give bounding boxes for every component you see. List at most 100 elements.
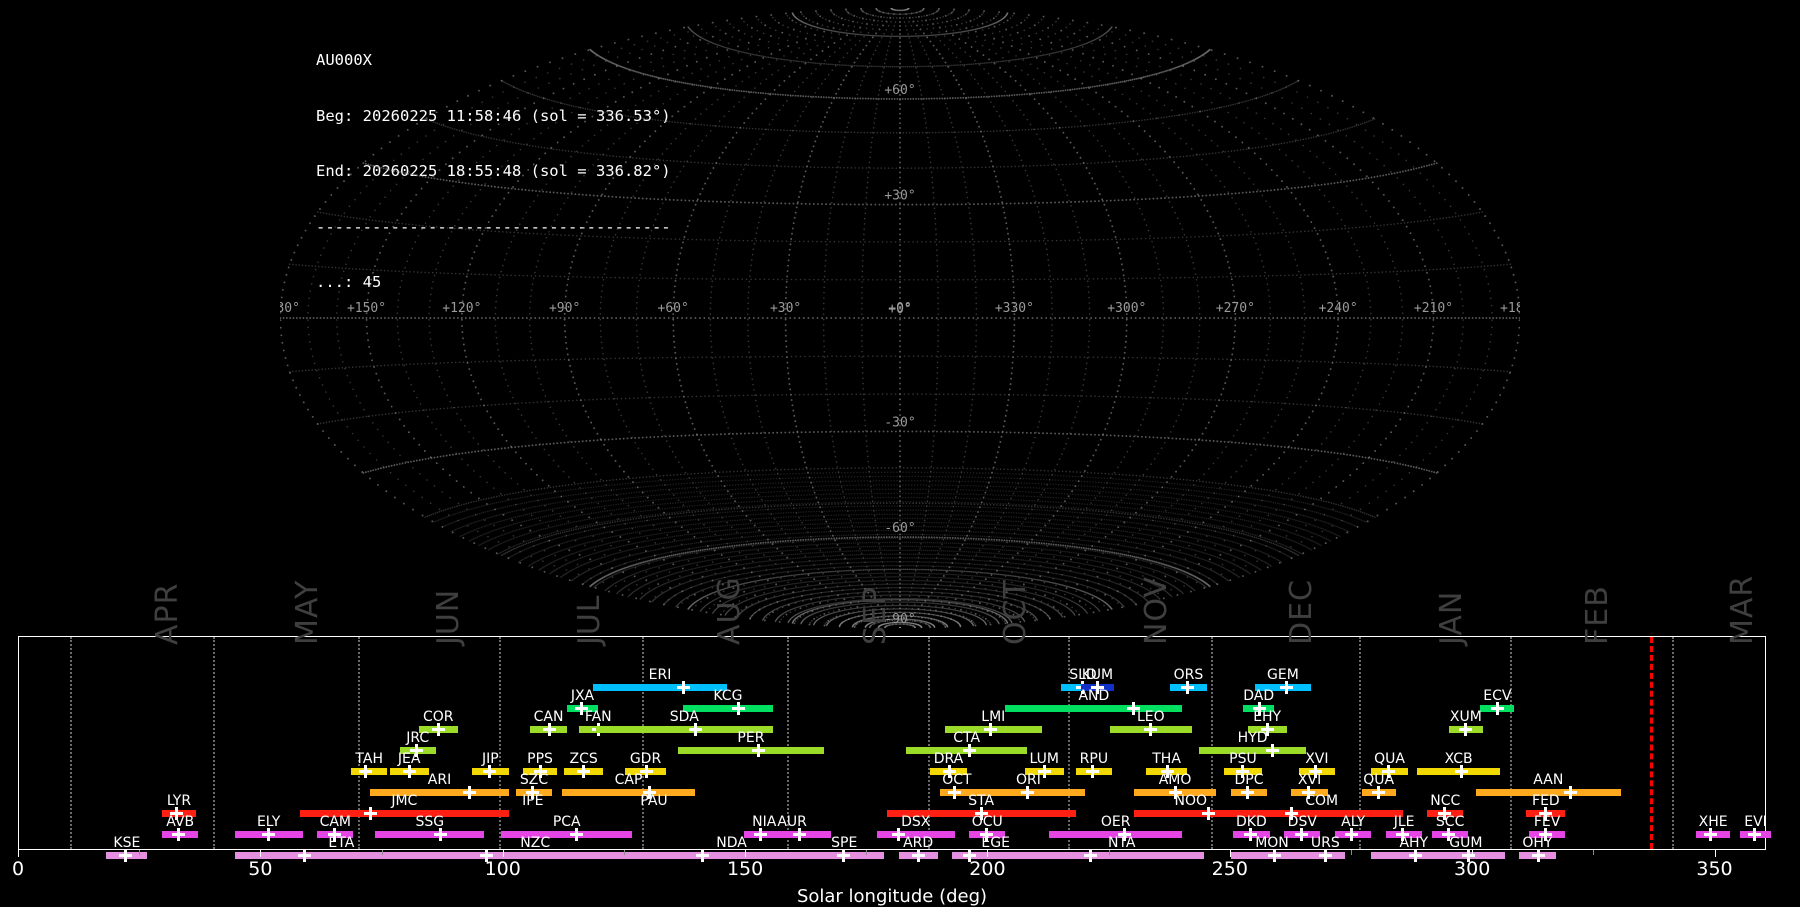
shower-code-label: PER bbox=[737, 730, 764, 746]
ra-tick-label: +150° bbox=[347, 301, 386, 316]
x-axis-tick-label: 150 bbox=[727, 858, 763, 880]
month-label: AUG bbox=[712, 576, 747, 645]
shower-code-label: XHE bbox=[1699, 814, 1728, 830]
shower-code-label: THA bbox=[1152, 751, 1181, 767]
shower-code-label: SCC bbox=[1436, 814, 1464, 830]
shower-code-label: GUM bbox=[1449, 835, 1482, 851]
shower-code-label: KUM bbox=[1082, 667, 1113, 683]
shower-code-label: XVI bbox=[1298, 772, 1321, 788]
shower-code-label: KSE bbox=[113, 835, 140, 851]
x-axis-tick-label: 50 bbox=[248, 858, 272, 880]
x-axis-tick bbox=[1472, 850, 1473, 857]
shower-code-label: LUM bbox=[1029, 751, 1058, 767]
shower-code-label: NTA bbox=[1108, 835, 1136, 851]
shower-code-label: SSG bbox=[415, 814, 444, 830]
x-axis-minor-tick bbox=[866, 850, 867, 855]
shower-code-label: ECV bbox=[1483, 688, 1511, 704]
shower-code-label: STA bbox=[968, 793, 994, 809]
shower-code-label: JIP bbox=[482, 751, 499, 767]
x-axis-tick bbox=[1230, 850, 1231, 857]
ra-tick-label: +240° bbox=[1319, 301, 1358, 316]
month-separator bbox=[358, 637, 360, 849]
x-axis-tick bbox=[745, 850, 746, 857]
sky-map-graticule: +180°+150°+120°+90°+60°+30°+0°+330°+300°… bbox=[280, 8, 1520, 628]
shower-code-label: ARI bbox=[428, 772, 451, 788]
shower-code-label: NOO bbox=[1175, 793, 1208, 809]
x-axis-tick-label: 300 bbox=[1454, 858, 1490, 880]
ra-tick-label: +300° bbox=[1107, 301, 1146, 316]
shower-code-label: JEA bbox=[398, 751, 421, 767]
shower-code-label: URS bbox=[1311, 835, 1340, 851]
shower-activity-bar[interactable] bbox=[1134, 810, 1248, 817]
shower-code-label: QUA bbox=[1374, 751, 1405, 767]
shower-code-label: AAN bbox=[1533, 772, 1563, 788]
month-separator bbox=[213, 637, 215, 849]
shower-code-label: LEO bbox=[1137, 709, 1165, 725]
shower-code-label: ETA bbox=[328, 835, 354, 851]
x-axis-tick bbox=[1715, 850, 1716, 857]
shower-code-label: PSU bbox=[1229, 751, 1257, 767]
ra-tick-label: +270° bbox=[1216, 301, 1255, 316]
month-label: OCT bbox=[998, 579, 1033, 645]
shower-code-label: XVI bbox=[1305, 751, 1328, 767]
shower-code-label: DKD bbox=[1236, 814, 1267, 830]
x-axis-tick bbox=[260, 850, 261, 857]
shower-code-label: EGE bbox=[981, 835, 1010, 851]
shower-code-label: AVB bbox=[166, 814, 194, 830]
shower-code-label: NZC bbox=[520, 835, 550, 851]
shower-code-label: ERI bbox=[649, 667, 672, 683]
shower-code-label: OCU bbox=[972, 814, 1003, 830]
shower-code-label: SDA bbox=[670, 709, 699, 725]
x-axis-minor-tick bbox=[382, 850, 383, 855]
shower-code-label: PPS bbox=[527, 751, 553, 767]
shower-code-label: ORI bbox=[1016, 772, 1041, 788]
shower-code-label: JXA bbox=[571, 688, 594, 704]
shower-code-label: NCC bbox=[1430, 793, 1460, 809]
shower-code-label: AUR bbox=[777, 814, 807, 830]
shower-code-label: SPE bbox=[831, 835, 857, 851]
shower-activity-bar[interactable] bbox=[593, 684, 726, 691]
shower-code-label: XCB bbox=[1445, 751, 1473, 767]
shower-code-label: ELY bbox=[257, 814, 280, 830]
month-label: NOV bbox=[1139, 576, 1174, 645]
shower-peak-marker bbox=[463, 786, 476, 799]
month-separator bbox=[1510, 637, 1512, 849]
shower-code-label: IPE bbox=[522, 793, 543, 809]
month-label: DEC bbox=[1284, 579, 1319, 645]
shower-code-label: COM bbox=[1305, 793, 1338, 809]
shower-activity-bar[interactable] bbox=[375, 831, 484, 838]
shower-code-label: XUM bbox=[1450, 709, 1482, 725]
x-axis-tick bbox=[503, 850, 504, 857]
x-axis-minor-tick bbox=[1593, 850, 1594, 855]
month-label: JUL bbox=[572, 594, 607, 645]
shower-code-label: CAN bbox=[534, 709, 564, 725]
x-axis-minor-tick bbox=[139, 850, 140, 855]
x-axis-title: Solar longitude (deg) bbox=[18, 886, 1766, 907]
shower-code-label: CAP bbox=[615, 772, 643, 788]
shower-code-label: SZC bbox=[520, 772, 548, 788]
shower-code-label: DSX bbox=[901, 814, 930, 830]
month-separator bbox=[499, 637, 501, 849]
shower-code-label: EHY bbox=[1253, 709, 1281, 725]
ra-tick-label: +30° bbox=[770, 301, 801, 316]
shower-peak-marker bbox=[1564, 786, 1577, 799]
ra-tick-label: +120° bbox=[442, 301, 481, 316]
shower-code-label: DRA bbox=[934, 751, 964, 767]
shower-code-label: DSV bbox=[1288, 814, 1317, 830]
month-label: MAY bbox=[290, 580, 325, 645]
shower-code-label: ORS bbox=[1174, 667, 1204, 683]
shower-activity-bar[interactable] bbox=[562, 789, 695, 796]
sky-map: +180°+150°+120°+90°+60°+30°+0°+330°+300°… bbox=[280, 8, 1520, 628]
x-axis-minor-tick bbox=[1351, 850, 1352, 855]
shower-code-label: GEM bbox=[1267, 667, 1299, 683]
shower-peak-marker bbox=[677, 681, 690, 694]
month-separator bbox=[642, 637, 644, 849]
shower-code-label: DAD bbox=[1243, 688, 1274, 704]
dec-tick-label: +60° bbox=[884, 83, 915, 98]
dec-tick-label: -30° bbox=[884, 415, 915, 430]
month-label: FEB bbox=[1580, 585, 1615, 645]
month-label: MAR bbox=[1725, 575, 1760, 645]
shower-code-label: JLE bbox=[1394, 814, 1415, 830]
